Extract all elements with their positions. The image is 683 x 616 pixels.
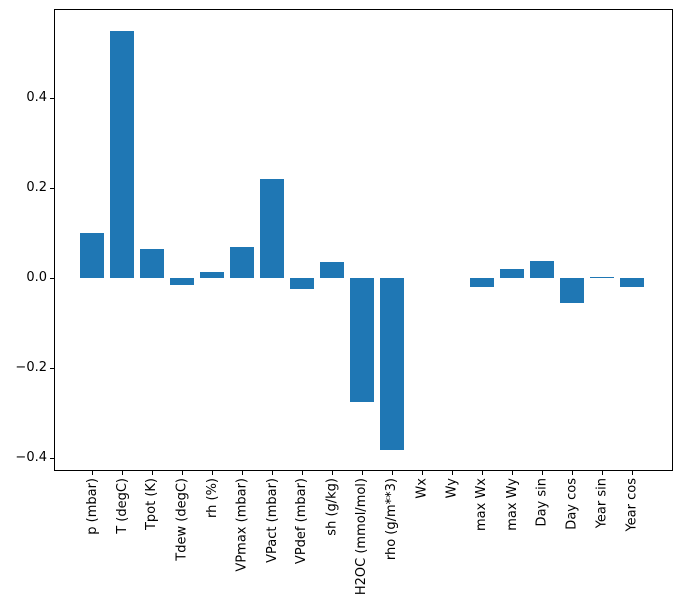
x-tick-mark	[511, 471, 513, 475]
x-tick-mark	[241, 471, 243, 475]
x-tick-mark	[331, 471, 333, 475]
y-tick-label: 0.2	[26, 180, 47, 196]
bar-year-sin	[590, 276, 614, 279]
x-tick-mark	[361, 471, 363, 475]
y-tick-label: 0.0	[26, 270, 47, 286]
x-tick-label: Tpot (K)	[144, 478, 160, 531]
bar-day-sin	[530, 261, 554, 279]
bar-t-degc	[110, 30, 134, 279]
bar-vpmax-mbar	[230, 247, 254, 279]
x-tick-mark	[571, 471, 573, 475]
x-tick-mark	[631, 471, 633, 475]
y-tick-mark	[50, 97, 54, 99]
x-tick-label: rho (g/m**3)	[384, 478, 400, 561]
x-tick-label: Wy	[444, 478, 460, 499]
x-tick-label: Wx	[414, 478, 430, 499]
x-tick-mark	[91, 471, 93, 475]
bar-sh-g-kg	[320, 261, 344, 279]
x-tick-mark	[481, 471, 483, 475]
x-tick-label: T (degC)	[114, 478, 130, 534]
y-tick-mark	[50, 187, 54, 189]
x-tick-label: Year sin	[594, 478, 610, 529]
x-tick-mark	[121, 471, 123, 475]
bar-max-wy	[500, 269, 524, 279]
x-tick-label: sh (g/kg)	[324, 478, 340, 536]
x-tick-label: Day cos	[564, 478, 580, 530]
x-tick-label: VPdef (mbar)	[294, 478, 310, 565]
x-tick-label: Tdew (degC)	[174, 478, 190, 561]
bar-vpact-mbar	[260, 179, 284, 279]
x-tick-mark	[451, 471, 453, 475]
x-tick-mark	[151, 471, 153, 475]
x-tick-mark	[211, 471, 213, 475]
x-tick-mark	[421, 471, 423, 475]
bar-year-cos	[620, 278, 644, 287]
bar-rh	[200, 272, 224, 279]
x-tick-mark	[601, 471, 603, 475]
x-tick-mark	[391, 471, 393, 475]
bar-tpot-k	[140, 248, 164, 279]
x-tick-mark	[301, 471, 303, 475]
x-tick-label: rh (%)	[204, 478, 220, 518]
y-tick-mark	[50, 277, 54, 279]
y-tick-label: −0.2	[15, 360, 47, 376]
x-tick-mark	[541, 471, 543, 475]
y-tick-label: −0.4	[15, 450, 47, 466]
x-tick-label: Year cos	[624, 478, 640, 532]
y-tick-label: 0.4	[26, 90, 47, 106]
x-tick-label: VPact (mbar)	[264, 478, 280, 563]
x-tick-label: VPmax (mbar)	[234, 478, 250, 572]
bar-day-cos	[560, 278, 584, 304]
x-tick-label: Day sin	[534, 478, 550, 527]
x-tick-label: max Wy	[504, 478, 520, 531]
y-tick-mark	[50, 457, 54, 459]
x-tick-mark	[271, 471, 273, 475]
bar-p-mbar	[80, 233, 104, 279]
x-tick-label: p (mbar)	[84, 478, 100, 535]
y-tick-mark	[50, 367, 54, 369]
bar-h2oc-mmol-mol	[350, 278, 374, 402]
x-tick-mark	[181, 471, 183, 475]
bar-tdew-degc	[170, 278, 194, 285]
bar-vpdef-mbar	[290, 278, 314, 290]
bar-max-wx	[470, 278, 494, 287]
x-tick-label: max Wx	[474, 478, 490, 532]
bar-rho-g-m-3	[380, 278, 404, 451]
x-tick-label: H2OC (mmol/mol)	[354, 478, 370, 596]
